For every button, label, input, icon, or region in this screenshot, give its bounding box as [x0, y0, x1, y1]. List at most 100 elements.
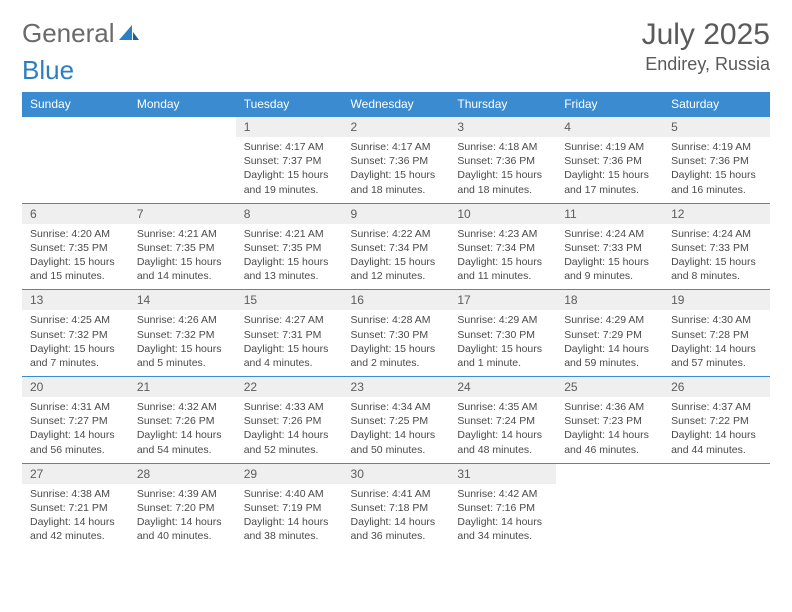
day-number-cell: 17: [449, 290, 556, 311]
daylight-text-2: and 2 minutes.: [351, 356, 442, 370]
day-number-row: 13141516171819: [22, 290, 770, 311]
daylight-text-1: Daylight: 15 hours: [564, 255, 655, 269]
sunset-text: Sunset: 7:25 PM: [351, 414, 442, 428]
sunrise-text: Sunrise: 4:24 AM: [671, 227, 762, 241]
weekday-header: Thursday: [449, 92, 556, 117]
daylight-text-2: and 12 minutes.: [351, 269, 442, 283]
day-content-row: Sunrise: 4:25 AMSunset: 7:32 PMDaylight:…: [22, 310, 770, 376]
day-content-cell: Sunrise: 4:19 AMSunset: 7:36 PMDaylight:…: [556, 137, 663, 203]
day-content-cell: Sunrise: 4:17 AMSunset: 7:36 PMDaylight:…: [343, 137, 450, 203]
calendar-table: Sunday Monday Tuesday Wednesday Thursday…: [22, 92, 770, 549]
day-content-cell: [129, 137, 236, 203]
daylight-text-2: and 48 minutes.: [457, 443, 548, 457]
sunrise-text: Sunrise: 4:20 AM: [30, 227, 121, 241]
day-content-cell: Sunrise: 4:17 AMSunset: 7:37 PMDaylight:…: [236, 137, 343, 203]
daylight-text-1: Daylight: 14 hours: [137, 515, 228, 529]
day-number-cell: 1: [236, 117, 343, 138]
daylight-text-1: Daylight: 15 hours: [137, 342, 228, 356]
daylight-text-2: and 38 minutes.: [244, 529, 335, 543]
daylight-text-1: Daylight: 15 hours: [244, 255, 335, 269]
sunset-text: Sunset: 7:27 PM: [30, 414, 121, 428]
daylight-text-1: Daylight: 15 hours: [671, 255, 762, 269]
day-content-cell: Sunrise: 4:32 AMSunset: 7:26 PMDaylight:…: [129, 397, 236, 463]
sunset-text: Sunset: 7:21 PM: [30, 501, 121, 515]
day-number-cell: 13: [22, 290, 129, 311]
sunset-text: Sunset: 7:20 PM: [137, 501, 228, 515]
sunrise-text: Sunrise: 4:35 AM: [457, 400, 548, 414]
sunset-text: Sunset: 7:35 PM: [244, 241, 335, 255]
daylight-text-2: and 13 minutes.: [244, 269, 335, 283]
daylight-text-1: Daylight: 14 hours: [351, 428, 442, 442]
day-number-cell: 6: [22, 203, 129, 224]
sunset-text: Sunset: 7:24 PM: [457, 414, 548, 428]
sunset-text: Sunset: 7:37 PM: [244, 154, 335, 168]
daylight-text-1: Daylight: 15 hours: [457, 168, 548, 182]
daylight-text-1: Daylight: 14 hours: [671, 428, 762, 442]
sunrise-text: Sunrise: 4:28 AM: [351, 313, 442, 327]
daylight-text-2: and 57 minutes.: [671, 356, 762, 370]
sunset-text: Sunset: 7:31 PM: [244, 328, 335, 342]
daylight-text-2: and 44 minutes.: [671, 443, 762, 457]
day-content-cell: Sunrise: 4:20 AMSunset: 7:35 PMDaylight:…: [22, 224, 129, 290]
day-number-cell: [556, 463, 663, 484]
sunset-text: Sunset: 7:36 PM: [351, 154, 442, 168]
day-number-cell: 19: [663, 290, 770, 311]
day-content-row: Sunrise: 4:20 AMSunset: 7:35 PMDaylight:…: [22, 224, 770, 290]
day-number-cell: 30: [343, 463, 450, 484]
sunset-text: Sunset: 7:36 PM: [564, 154, 655, 168]
daylight-text-2: and 50 minutes.: [351, 443, 442, 457]
day-number-cell: 31: [449, 463, 556, 484]
sunset-text: Sunset: 7:26 PM: [244, 414, 335, 428]
daylight-text-2: and 34 minutes.: [457, 529, 548, 543]
daylight-text-2: and 9 minutes.: [564, 269, 655, 283]
day-number-cell: 12: [663, 203, 770, 224]
day-number-cell: 14: [129, 290, 236, 311]
day-number-cell: 20: [22, 377, 129, 398]
day-number-cell: 24: [449, 377, 556, 398]
day-content-cell: Sunrise: 4:37 AMSunset: 7:22 PMDaylight:…: [663, 397, 770, 463]
sunset-text: Sunset: 7:36 PM: [671, 154, 762, 168]
sunrise-text: Sunrise: 4:32 AM: [137, 400, 228, 414]
day-number-cell: 27: [22, 463, 129, 484]
daylight-text-2: and 17 minutes.: [564, 183, 655, 197]
day-content-cell: Sunrise: 4:40 AMSunset: 7:19 PMDaylight:…: [236, 484, 343, 550]
day-content-cell: Sunrise: 4:36 AMSunset: 7:23 PMDaylight:…: [556, 397, 663, 463]
daylight-text-1: Daylight: 15 hours: [671, 168, 762, 182]
sunrise-text: Sunrise: 4:26 AM: [137, 313, 228, 327]
daylight-text-2: and 15 minutes.: [30, 269, 121, 283]
daylight-text-2: and 18 minutes.: [351, 183, 442, 197]
sunrise-text: Sunrise: 4:24 AM: [564, 227, 655, 241]
daylight-text-1: Daylight: 14 hours: [457, 515, 548, 529]
weekday-header: Wednesday: [343, 92, 450, 117]
daylight-text-1: Daylight: 14 hours: [351, 515, 442, 529]
daylight-text-2: and 7 minutes.: [30, 356, 121, 370]
day-number-cell: 18: [556, 290, 663, 311]
day-number-cell: 29: [236, 463, 343, 484]
day-number-cell: 15: [236, 290, 343, 311]
sunset-text: Sunset: 7:34 PM: [351, 241, 442, 255]
logo-sail-icon: [119, 18, 141, 49]
weekday-header: Sunday: [22, 92, 129, 117]
day-content-row: Sunrise: 4:31 AMSunset: 7:27 PMDaylight:…: [22, 397, 770, 463]
daylight-text-1: Daylight: 15 hours: [30, 255, 121, 269]
day-number-cell: [22, 117, 129, 138]
daylight-text-2: and 54 minutes.: [137, 443, 228, 457]
sunrise-text: Sunrise: 4:37 AM: [671, 400, 762, 414]
sunset-text: Sunset: 7:26 PM: [137, 414, 228, 428]
weekday-header: Friday: [556, 92, 663, 117]
sunrise-text: Sunrise: 4:17 AM: [244, 140, 335, 154]
brand-logo: General: [22, 18, 141, 49]
daylight-text-2: and 59 minutes.: [564, 356, 655, 370]
day-number-cell: 11: [556, 203, 663, 224]
sunset-text: Sunset: 7:19 PM: [244, 501, 335, 515]
sunset-text: Sunset: 7:28 PM: [671, 328, 762, 342]
sunrise-text: Sunrise: 4:40 AM: [244, 487, 335, 501]
day-number-cell: 25: [556, 377, 663, 398]
day-content-cell: Sunrise: 4:27 AMSunset: 7:31 PMDaylight:…: [236, 310, 343, 376]
daylight-text-1: Daylight: 15 hours: [457, 255, 548, 269]
brand-part2: Blue: [22, 55, 770, 86]
daylight-text-1: Daylight: 15 hours: [137, 255, 228, 269]
day-content-cell: Sunrise: 4:22 AMSunset: 7:34 PMDaylight:…: [343, 224, 450, 290]
sunset-text: Sunset: 7:34 PM: [457, 241, 548, 255]
day-number-cell: [129, 117, 236, 138]
